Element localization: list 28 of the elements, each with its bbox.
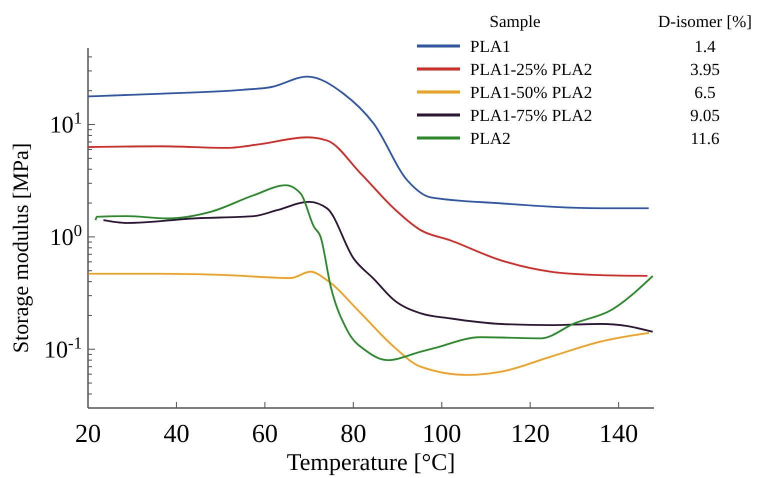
y-axis-title: Storage modulus [MPa] xyxy=(8,142,33,354)
text: D-isomer [%] xyxy=(658,12,752,31)
y-tick-label: 10$^{1}$ xyxy=(50,108,82,139)
line-series xyxy=(102,200,654,333)
line-series xyxy=(94,184,654,362)
x-tick-label: 60 xyxy=(252,419,278,448)
text: 11.6 xyxy=(690,129,720,148)
text: 6.5 xyxy=(694,83,716,102)
y-tick-label: 10$^{-1}$ xyxy=(44,332,82,364)
y-tick-label: 10$^{0}$ xyxy=(50,220,82,251)
legend-label: PLA1 xyxy=(470,37,511,56)
x-axis-title: Temperature [°C] xyxy=(286,450,456,476)
line-series xyxy=(88,270,650,376)
legend-label: PLA1-50% PLA2 xyxy=(470,83,592,102)
line-series xyxy=(88,76,650,210)
text: 1.4 xyxy=(694,37,716,56)
x-tick-label: 20 xyxy=(75,419,101,448)
text: 3.95 xyxy=(690,60,720,79)
x-tick-label: 80 xyxy=(340,419,366,448)
x-tick-label: 120 xyxy=(510,419,550,448)
x-tick-label: 140 xyxy=(599,419,638,448)
legend-title: Sample xyxy=(490,12,540,31)
text: 9.05 xyxy=(690,106,720,125)
legend-label: PLA1-75% PLA2 xyxy=(470,106,592,125)
legend-label: PLA1-25% PLA2 xyxy=(470,60,592,79)
legend-label: PLA2 xyxy=(470,129,511,148)
x-tick-label: 40 xyxy=(163,419,190,448)
x-tick-label: 100 xyxy=(422,419,462,448)
